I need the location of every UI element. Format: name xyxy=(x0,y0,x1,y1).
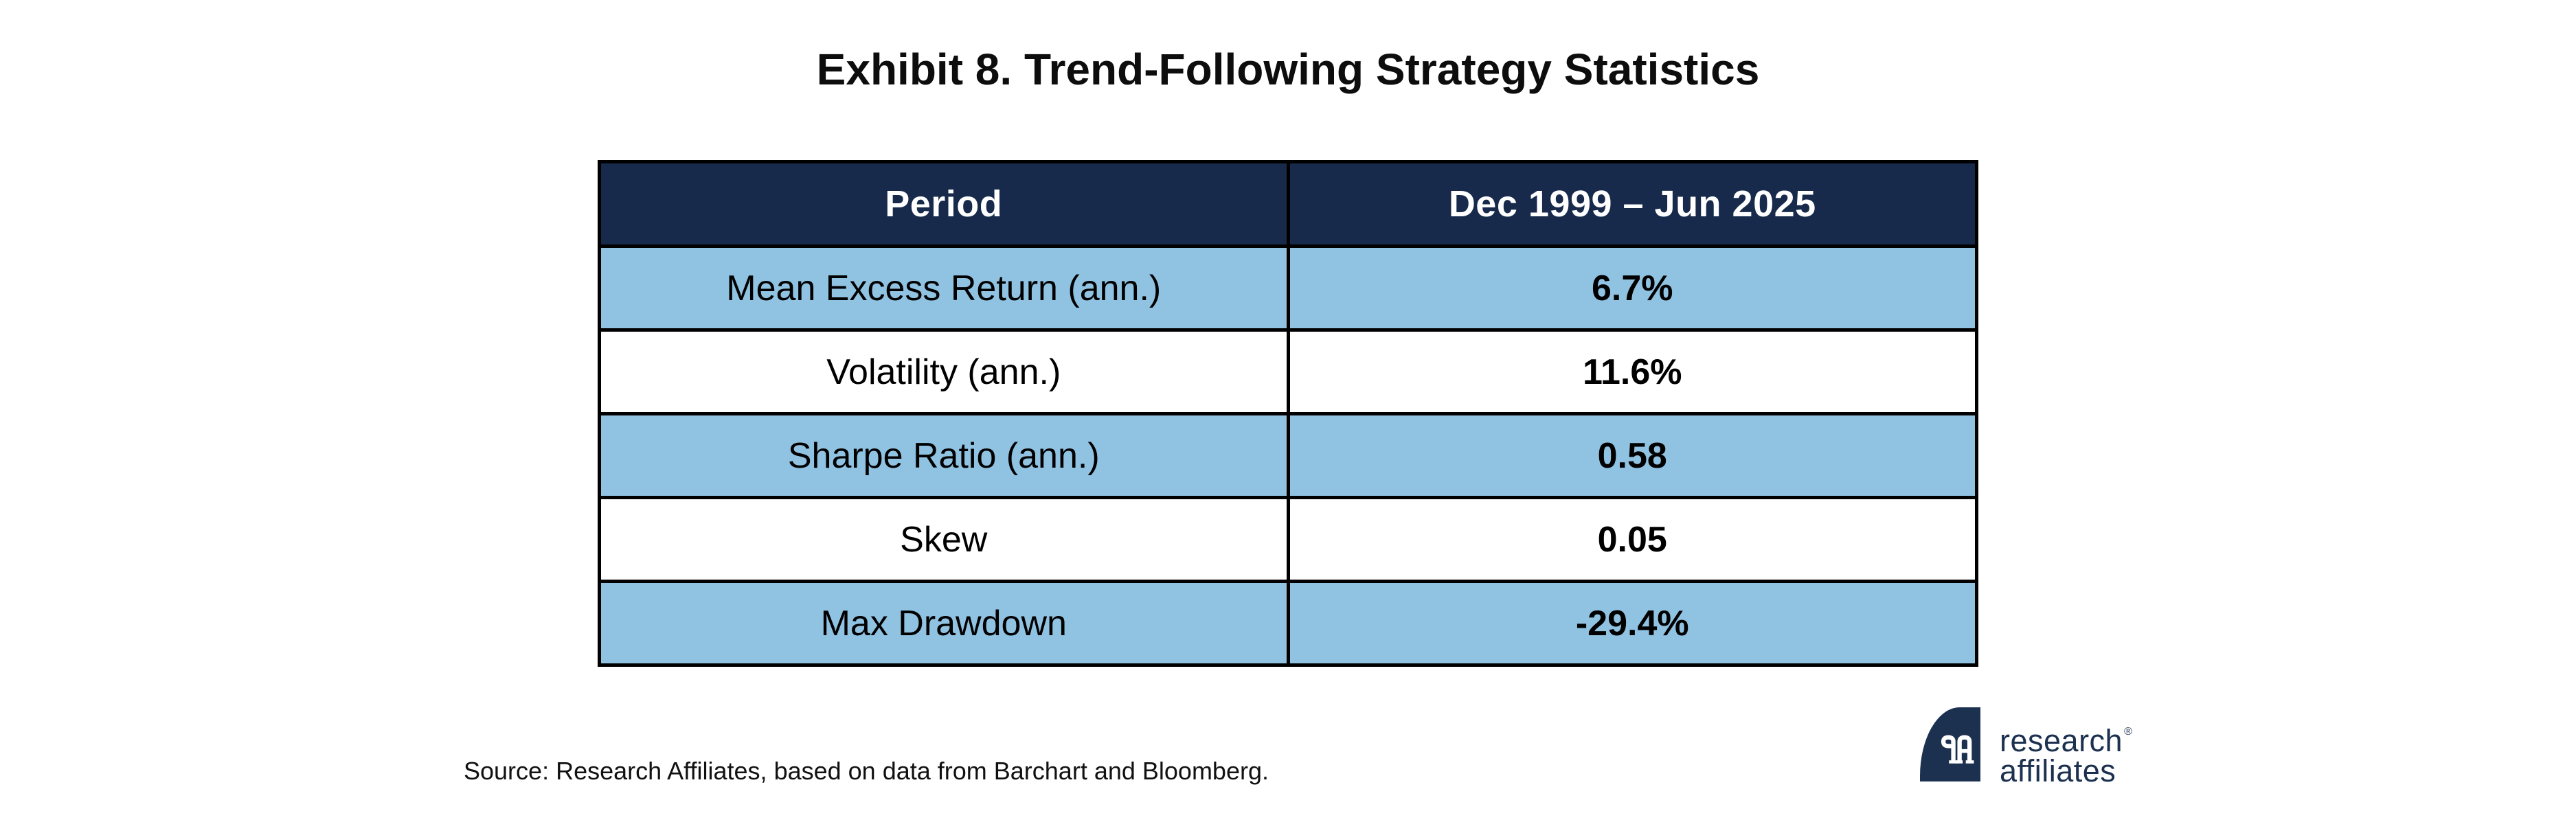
table-row: Volatility (ann.) 11.6% xyxy=(598,328,1978,415)
source-note: Source: Research Affiliates, based on da… xyxy=(464,757,1269,785)
ra-logo-mark-icon xyxy=(1920,707,1980,781)
logo-word-affiliates: affiliates xyxy=(2000,753,2116,788)
logo-word-research: research ® xyxy=(2000,717,2132,756)
metric-value: 0.58 xyxy=(1286,412,1978,499)
table-row: Max Drawdown -29.4% xyxy=(598,580,1978,667)
column-header-date-range: Dec 1999 – Jun 2025 xyxy=(1286,160,1978,248)
metric-label: Skew xyxy=(598,496,1290,583)
column-header-period: Period xyxy=(598,160,1290,248)
logo-word-research-text: research xyxy=(2000,723,2123,758)
metric-label: Sharpe Ratio (ann.) xyxy=(598,412,1290,499)
ra-monogram-icon xyxy=(1941,735,1974,764)
metric-value: 11.6% xyxy=(1286,328,1978,415)
exhibit-title: Exhibit 8. Trend-Following Strategy Stat… xyxy=(816,45,1760,94)
metric-value: 6.7% xyxy=(1286,244,1978,332)
logo-wordmark: research ® affiliates xyxy=(2000,717,2132,786)
table-row: Sharpe Ratio (ann.) 0.58 xyxy=(598,412,1978,499)
metric-label: Volatility (ann.) xyxy=(598,328,1290,415)
metric-label: Mean Excess Return (ann.) xyxy=(598,244,1290,332)
table-header-row: Period Dec 1999 – Jun 2025 xyxy=(598,160,1978,248)
table-row: Skew 0.05 xyxy=(598,496,1978,583)
metric-value: -29.4% xyxy=(1286,580,1978,667)
research-affiliates-logo: research ® affiliates xyxy=(1920,707,2132,786)
statistics-table: Period Dec 1999 – Jun 2025 Mean Excess R… xyxy=(598,160,1978,667)
registered-trademark-symbol: ® xyxy=(2124,726,2133,738)
metric-label: Max Drawdown xyxy=(598,580,1290,667)
table-row: Mean Excess Return (ann.) 6.7% xyxy=(598,244,1978,332)
metric-value: 0.05 xyxy=(1286,496,1978,583)
